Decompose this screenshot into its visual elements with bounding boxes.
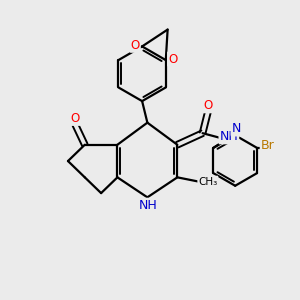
Text: CH₃: CH₃ <box>198 176 218 187</box>
Text: NH: NH <box>139 199 158 212</box>
Text: N: N <box>232 122 241 136</box>
Text: O: O <box>168 52 177 65</box>
Text: O: O <box>71 112 80 125</box>
Text: O: O <box>131 39 140 52</box>
Text: NH: NH <box>220 130 238 143</box>
Text: Br: Br <box>261 139 274 152</box>
Text: O: O <box>203 99 212 112</box>
